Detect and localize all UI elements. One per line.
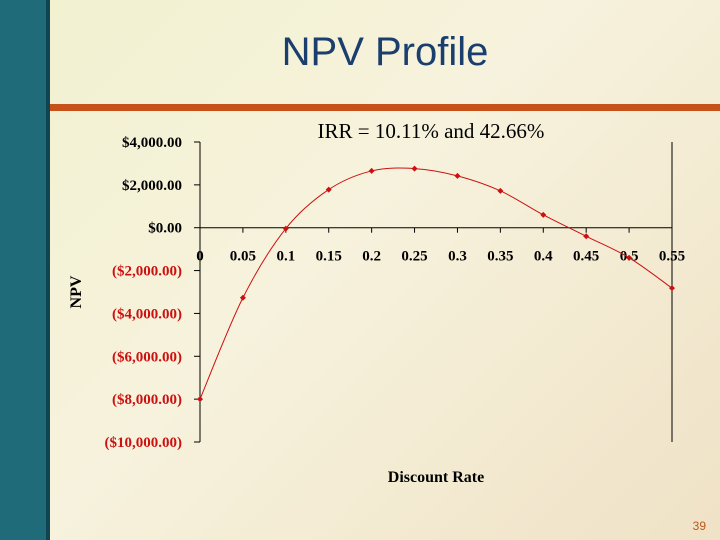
title-underline-rule bbox=[50, 104, 720, 111]
npv-data-point bbox=[239, 294, 246, 301]
y-tick-label: ($4,000.00) bbox=[112, 306, 182, 322]
chart-axes bbox=[194, 141, 673, 443]
y-tick-label: ($6,000.00) bbox=[112, 349, 182, 365]
x-tick-label: 0 bbox=[196, 249, 204, 265]
npv-data-point bbox=[368, 167, 375, 174]
x-tick-label: 0.3 bbox=[448, 249, 467, 265]
npv-data-point bbox=[583, 233, 590, 240]
x-tick-label: 0.25 bbox=[401, 249, 427, 265]
page-number: 39 bbox=[692, 519, 706, 533]
y-tick-label: ($10,000.00) bbox=[105, 435, 183, 451]
x-tick-labels: 00.050.10.150.20.250.30.350.40.450.50.55 bbox=[196, 249, 685, 265]
y-axis-label: NPV bbox=[68, 275, 85, 308]
left-sidebar-edge bbox=[46, 0, 50, 540]
npv-data-point bbox=[669, 285, 675, 292]
npv-series bbox=[197, 165, 675, 403]
x-tick-label: 0.15 bbox=[316, 249, 342, 265]
npv-data-point bbox=[282, 225, 289, 232]
x-axis-label: Discount Rate bbox=[388, 469, 484, 486]
npv-data-point bbox=[454, 172, 461, 179]
npv-data-point bbox=[411, 165, 418, 172]
x-tick-label: 0.2 bbox=[362, 249, 381, 265]
x-tick-label: 0.1 bbox=[276, 249, 295, 265]
x-tick-label: 0.4 bbox=[534, 249, 553, 265]
x-tick-label: 0.05 bbox=[230, 249, 256, 265]
x-tick-label: 0.55 bbox=[659, 249, 685, 265]
npv-data-point bbox=[197, 396, 203, 403]
y-tick-labels: $4,000.00 $2,000.00 $0.00 ($2,000.00) ($4,00… bbox=[105, 135, 183, 451]
y-tick-label: $2,000.00 bbox=[122, 178, 182, 194]
npv-data-point bbox=[540, 211, 547, 218]
npv-data-point bbox=[325, 186, 332, 193]
y-tick-label: $0.00 bbox=[148, 221, 182, 237]
y-tick-label: ($8,000.00) bbox=[112, 392, 182, 408]
x-tick-label: 0.35 bbox=[487, 249, 513, 265]
npv-data-point bbox=[626, 254, 633, 261]
y-tick-label: $4,000.00 bbox=[122, 135, 182, 151]
chart-title: IRR = 10.11% and 42.66% bbox=[318, 119, 545, 143]
x-tick-label: 0.45 bbox=[573, 249, 599, 265]
slide-title: NPV Profile bbox=[281, 30, 489, 74]
left-sidebar-band bbox=[0, 0, 46, 540]
npv-data-point bbox=[497, 187, 504, 194]
y-tick-label: ($2,000.00) bbox=[112, 264, 182, 280]
npv-series-line bbox=[199, 167, 673, 400]
